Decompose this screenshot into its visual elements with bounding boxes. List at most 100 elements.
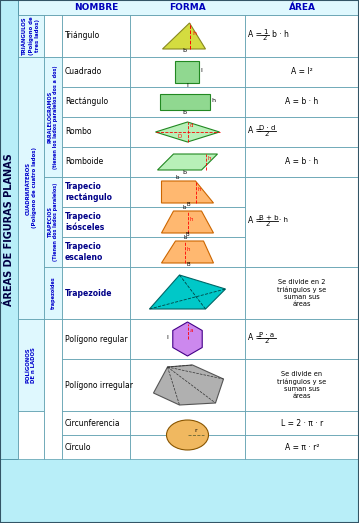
Bar — [245, 177, 359, 207]
Text: Cuadrado: Cuadrado — [65, 67, 102, 76]
Bar — [130, 15, 245, 57]
Text: A =: A = — [248, 30, 262, 39]
Ellipse shape — [167, 420, 209, 450]
Bar — [62, 147, 130, 177]
Bar — [130, 207, 245, 237]
Polygon shape — [162, 181, 214, 203]
Bar — [18, 15, 44, 57]
Bar — [245, 177, 359, 267]
Text: A = b · h: A = b · h — [285, 97, 319, 107]
Bar — [62, 237, 130, 267]
Text: B + b: B + b — [259, 215, 279, 221]
Text: a: a — [190, 327, 193, 333]
Text: Trapecio
escaleno: Trapecio escaleno — [65, 242, 103, 262]
Text: h: h — [197, 187, 201, 192]
Text: A = b · h: A = b · h — [285, 157, 319, 166]
Bar — [130, 435, 245, 459]
Polygon shape — [173, 322, 202, 356]
Text: trapezoides: trapezoides — [51, 277, 56, 309]
Text: h: h — [186, 247, 190, 252]
Bar — [174, 61, 199, 83]
Bar — [245, 147, 359, 177]
Bar — [245, 359, 359, 411]
Text: Se divide en
triángulos y se
suman sus
áreas: Se divide en triángulos y se suman sus á… — [278, 371, 327, 399]
Polygon shape — [154, 365, 224, 405]
Bar — [130, 411, 245, 435]
Text: Polígono regular: Polígono regular — [65, 335, 128, 344]
Text: A =: A = — [248, 333, 262, 342]
Text: Trapecio
rectángulo: Trapecio rectángulo — [65, 183, 112, 202]
Text: Rombo: Rombo — [65, 128, 92, 137]
Bar — [245, 117, 359, 147]
Text: TRIÁNGULOS
(Polígono de
tres lados): TRIÁNGULOS (Polígono de tres lados) — [22, 17, 39, 55]
Bar — [130, 147, 245, 177]
Text: TRAPECIOS
(Tienen dos lados paralelos): TRAPECIOS (Tienen dos lados paralelos) — [48, 183, 59, 261]
Text: FORMA: FORMA — [169, 3, 206, 12]
Text: Trapecio
isósceles: Trapecio isósceles — [65, 212, 104, 232]
Text: 2: 2 — [266, 221, 270, 227]
Bar — [62, 15, 130, 57]
Text: l: l — [187, 83, 188, 88]
Bar — [130, 267, 245, 319]
Bar — [130, 57, 245, 87]
Text: Se divide en 2
triángulos y se
suman sus
áreas: Se divide en 2 triángulos y se suman sus… — [278, 279, 327, 307]
Text: d: d — [190, 123, 193, 128]
Text: A = π · r²: A = π · r² — [285, 442, 319, 451]
Bar — [62, 359, 130, 411]
Bar — [18, 411, 44, 459]
Bar — [44, 177, 62, 267]
Text: A =: A = — [248, 216, 262, 225]
Bar — [62, 435, 130, 459]
Text: l: l — [167, 335, 168, 340]
Text: NOMBRE: NOMBRE — [74, 3, 118, 12]
Bar — [44, 57, 62, 177]
Bar — [18, 57, 44, 319]
Text: h: h — [190, 217, 193, 222]
Bar — [245, 15, 359, 57]
Text: Rectángulo: Rectángulo — [65, 97, 108, 107]
Bar — [245, 207, 359, 237]
Bar — [0, 0, 18, 459]
Text: b: b — [182, 48, 186, 53]
Text: b · h: b · h — [272, 30, 289, 39]
Text: h: h — [192, 31, 196, 36]
Bar — [18, 319, 44, 411]
Bar — [62, 207, 130, 237]
Text: ÁREAS DE FIGURAS PLANAS: ÁREAS DE FIGURAS PLANAS — [4, 153, 14, 306]
Text: Romboide: Romboide — [65, 157, 103, 166]
Text: b: b — [183, 235, 187, 240]
Bar — [130, 177, 245, 207]
Bar — [245, 319, 359, 359]
Text: ÁREA: ÁREA — [289, 3, 316, 12]
Text: b: b — [182, 205, 186, 210]
Bar — [130, 237, 245, 267]
Bar — [62, 177, 130, 207]
Bar — [44, 15, 62, 57]
Text: l: l — [200, 68, 202, 73]
Text: 2: 2 — [265, 131, 269, 137]
Bar — [62, 87, 130, 117]
Text: POLÍGONOS
DE n LADOS: POLÍGONOS DE n LADOS — [25, 347, 36, 383]
Polygon shape — [155, 122, 219, 142]
Text: b: b — [182, 170, 186, 175]
Polygon shape — [158, 154, 218, 170]
Bar — [62, 57, 130, 87]
Bar — [130, 87, 245, 117]
Bar — [245, 435, 359, 459]
Bar — [130, 319, 245, 359]
Text: P · a: P · a — [260, 332, 275, 338]
Bar — [62, 319, 130, 359]
Text: h: h — [211, 98, 215, 103]
Bar — [245, 57, 359, 87]
Bar — [18, 0, 359, 15]
Bar — [62, 411, 130, 435]
Bar — [245, 237, 359, 267]
Text: A = l²: A = l² — [291, 67, 313, 76]
Text: b: b — [182, 110, 186, 115]
Text: CUADRИЛÁTEROS
(Polígono de cuatro lados): CUADRИЛÁTEROS (Polígono de cuatro lados) — [25, 147, 37, 229]
Text: B: B — [186, 202, 190, 207]
Bar — [62, 117, 130, 147]
Bar — [44, 267, 62, 319]
Bar — [130, 359, 245, 411]
Text: 2: 2 — [265, 338, 269, 344]
